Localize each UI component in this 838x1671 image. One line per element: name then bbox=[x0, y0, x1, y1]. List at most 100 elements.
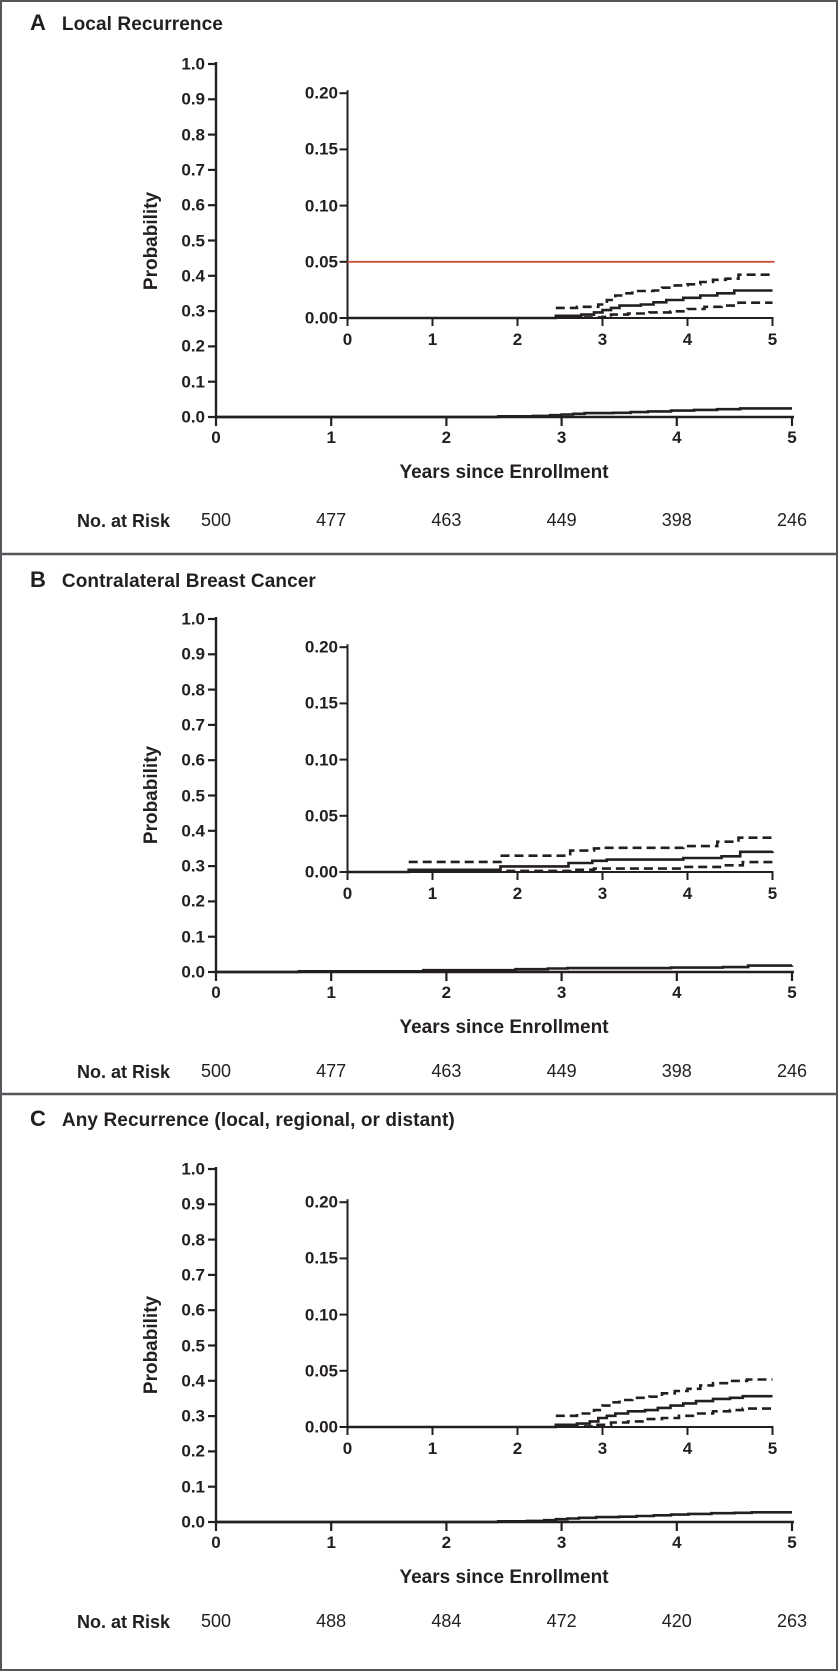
panel-a-risk-label: No. at Risk bbox=[77, 511, 171, 531]
main-x-tick-label: 2 bbox=[441, 1533, 452, 1552]
inset-x-tick-label: 2 bbox=[512, 1439, 523, 1458]
inset-curve-upper-95ci bbox=[408, 836, 774, 864]
inset-x-tick-label: 4 bbox=[682, 330, 693, 349]
main-y-tick-label: 0.1 bbox=[181, 927, 205, 947]
main-x-tick-label: 0 bbox=[211, 428, 221, 447]
inset-curve-lower-95ci bbox=[555, 1407, 773, 1428]
main-y-tick-label: 0.4 bbox=[181, 1371, 205, 1391]
inset-y-tick-label: 0.00 bbox=[304, 308, 338, 328]
inset-y-tick-label: 0.10 bbox=[304, 1305, 338, 1325]
main-y-tick-label: 0.5 bbox=[181, 786, 205, 805]
panel-c-title: C Any Recurrence (local, regional, or di… bbox=[30, 1106, 455, 1132]
inset-curve-estimate bbox=[347, 289, 773, 320]
main-y-tick-label: 0.9 bbox=[181, 89, 205, 109]
inset-x-tick-label: 0 bbox=[342, 1439, 353, 1458]
main-x-tick-label: 1 bbox=[326, 983, 336, 1002]
main-y-tick-label: 0.6 bbox=[181, 1300, 205, 1320]
main-y-tick-label: 0.8 bbox=[181, 680, 205, 700]
main-y-tick-label: 1.0 bbox=[181, 1159, 205, 1179]
panel-c-xlabel: Years since Enrollment bbox=[399, 1567, 609, 1588]
risk-value: 488 bbox=[316, 1611, 347, 1631]
inset-y-tick-label: 0.20 bbox=[304, 637, 338, 657]
inset-y-tick-label: 0.20 bbox=[304, 1192, 338, 1212]
main-y-tick-label: 1.0 bbox=[181, 54, 205, 74]
main-x-tick-label: 5 bbox=[787, 983, 797, 1002]
main-x-tick-label: 5 bbox=[787, 428, 797, 447]
main-y-tick-label: 0.7 bbox=[181, 1265, 205, 1285]
main-y-tick-label: 0.9 bbox=[181, 1194, 205, 1214]
inset-x-tick-label: 0 bbox=[342, 884, 353, 903]
panel-b-title: B Contralateral Breast Cancer bbox=[30, 567, 316, 593]
risk-value: 472 bbox=[546, 1611, 577, 1631]
inset-y-tick-label: 0.10 bbox=[304, 196, 338, 216]
main-curve-estimate bbox=[216, 407, 792, 419]
inset-x-tick-label: 1 bbox=[427, 884, 438, 903]
main-y-tick-label: 0.4 bbox=[181, 821, 205, 841]
main-y-tick-label: 0.3 bbox=[181, 1406, 205, 1426]
panel-c-name: Any Recurrence (local, regional, or dist… bbox=[61, 1110, 455, 1131]
inset-y-tick-label: 0.10 bbox=[304, 750, 338, 770]
risk-value: 484 bbox=[431, 1611, 462, 1631]
main-x-tick-label: 5 bbox=[787, 1533, 797, 1552]
main-x-tick-label: 2 bbox=[441, 983, 452, 1002]
inset-x-tick-label: 2 bbox=[512, 884, 523, 903]
panel-a-title: A Local Recurrence bbox=[30, 10, 223, 36]
panel-c-letter: C bbox=[30, 1106, 46, 1131]
inset-y-tick-label: 0.00 bbox=[304, 1417, 338, 1437]
inset-x-tick-label: 0 bbox=[342, 330, 353, 349]
risk-value: 398 bbox=[661, 1061, 692, 1081]
main-y-tick-label: 0.7 bbox=[181, 715, 205, 735]
main-y-tick-label: 0.1 bbox=[181, 372, 205, 392]
risk-value: 463 bbox=[431, 510, 462, 530]
risk-value: 420 bbox=[661, 1611, 692, 1631]
main-y-tick-label: 0.3 bbox=[181, 301, 205, 321]
inset-x-tick-label: 3 bbox=[597, 330, 608, 349]
risk-value: 449 bbox=[546, 1061, 577, 1081]
inset-y-tick-label: 0.00 bbox=[304, 862, 338, 882]
risk-value: 500 bbox=[200, 1611, 232, 1631]
main-y-tick-label: 0.0 bbox=[181, 962, 205, 982]
main-y-tick-label: 0.9 bbox=[181, 644, 205, 664]
main-y-tick-label: 0.6 bbox=[181, 195, 205, 215]
main-x-tick-label: 3 bbox=[556, 1533, 567, 1552]
inset-x-tick-label: 5 bbox=[767, 1439, 778, 1458]
panel-a-xlabel: Years since Enrollment bbox=[399, 462, 609, 483]
panel-a-letter: A bbox=[30, 10, 46, 35]
inset-curve-lower-95ci bbox=[555, 301, 773, 319]
panel-c-risk-label: No. at Risk bbox=[77, 1612, 171, 1632]
main-y-tick-label: 0.5 bbox=[181, 231, 205, 250]
inset-y-tick-label: 0.15 bbox=[304, 693, 338, 713]
risk-value: 246 bbox=[776, 510, 808, 530]
inset-y-tick-label: 0.05 bbox=[304, 252, 338, 272]
inset-x-tick-label: 5 bbox=[767, 884, 778, 903]
risk-value: 263 bbox=[776, 1611, 808, 1631]
inset-x-tick-label: 5 bbox=[767, 330, 778, 349]
panel-b-xlabel: Years since Enrollment bbox=[399, 1017, 609, 1038]
main-y-tick-label: 0.2 bbox=[181, 1441, 205, 1461]
inset-curve-estimate bbox=[347, 1394, 773, 1429]
inset-curve-upper-95ci bbox=[555, 1378, 773, 1418]
risk-value: 449 bbox=[546, 510, 577, 530]
main-x-tick-label: 3 bbox=[556, 983, 567, 1002]
inset-x-tick-label: 3 bbox=[597, 884, 608, 903]
main-x-tick-label: 1 bbox=[326, 1533, 336, 1552]
inset-y-tick-label: 0.05 bbox=[304, 1361, 338, 1381]
inset-curve-lower-95ci bbox=[408, 860, 773, 873]
inset-y-tick-label: 0.15 bbox=[304, 139, 338, 159]
main-y-tick-label: 0.5 bbox=[181, 1336, 205, 1355]
main-y-tick-label: 0.6 bbox=[181, 750, 205, 770]
inset-x-tick-label: 2 bbox=[512, 330, 523, 349]
risk-value: 246 bbox=[776, 1061, 808, 1081]
main-x-tick-label: 2 bbox=[441, 428, 452, 447]
inset-x-tick-label: 4 bbox=[682, 884, 693, 903]
panel-b-letter: B bbox=[30, 567, 46, 592]
main-curve-estimate bbox=[216, 1511, 792, 1524]
main-y-tick-label: 0.8 bbox=[181, 1230, 205, 1250]
main-x-tick-label: 1 bbox=[326, 428, 336, 447]
inset-y-tick-label: 0.20 bbox=[304, 83, 338, 103]
panel-b-name: Contralateral Breast Cancer bbox=[61, 571, 316, 592]
main-x-tick-label: 0 bbox=[211, 1533, 221, 1552]
main-x-tick-label: 4 bbox=[672, 1533, 682, 1552]
main-x-tick-label: 0 bbox=[211, 983, 221, 1002]
